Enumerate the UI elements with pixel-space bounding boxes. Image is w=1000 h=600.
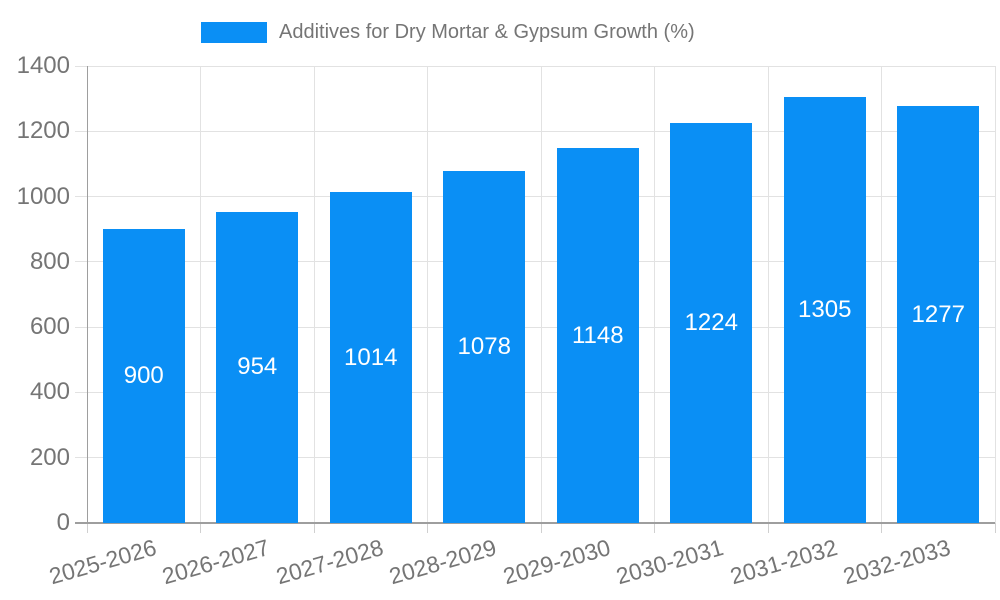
y-gridline xyxy=(75,457,995,459)
x-gridline xyxy=(313,66,315,523)
x-axis-tick xyxy=(313,523,315,533)
y-gridline xyxy=(75,130,995,132)
legend-series-label: Additives for Dry Mortar & Gypsum Growth… xyxy=(279,21,695,43)
y-gridline xyxy=(75,196,995,198)
bar[interactable] xyxy=(783,97,866,523)
x-axis-line xyxy=(75,522,995,524)
y-gridline xyxy=(75,326,995,328)
bar[interactable] xyxy=(556,148,639,523)
x-axis-tick xyxy=(654,523,655,533)
y-axis-tick-label: 1400 xyxy=(16,52,70,79)
x-axis-tick xyxy=(200,523,201,533)
x-gridline xyxy=(994,66,996,523)
bar[interactable] xyxy=(216,211,299,523)
x-gridline xyxy=(427,66,428,523)
bar-value-label: 1148 xyxy=(571,321,624,349)
x-axis-tick xyxy=(540,523,542,533)
y-gridline xyxy=(75,391,995,393)
bar[interactable] xyxy=(670,123,753,523)
bar-value-label: 1078 xyxy=(457,333,511,361)
bar-value-label: 1014 xyxy=(344,343,398,371)
chart-legend[interactable]: Additives for Dry Mortar & Gypsum Growth… xyxy=(201,22,695,43)
bar-value-label: 1277 xyxy=(911,300,965,328)
y-axis-tick-label: 200 xyxy=(29,443,70,471)
y-axis-line xyxy=(86,66,88,523)
x-axis-tick xyxy=(994,523,996,533)
bar[interactable] xyxy=(897,106,980,523)
x-gridline xyxy=(654,66,655,523)
y-gridline xyxy=(75,261,995,263)
legend-swatch xyxy=(201,22,267,43)
bar[interactable] xyxy=(443,171,526,523)
x-axis-tick xyxy=(881,523,882,533)
bar[interactable] xyxy=(329,192,412,523)
bar-value-label: 1305 xyxy=(798,296,852,323)
x-axis-tick xyxy=(86,523,88,533)
y-axis-tick-label: 400 xyxy=(29,378,70,406)
x-gridline xyxy=(767,66,769,523)
bar-value-label: 1224 xyxy=(684,309,738,337)
y-axis-tick-label: 600 xyxy=(29,313,70,341)
x-axis-tick xyxy=(427,523,428,533)
x-axis-tick xyxy=(767,523,769,533)
y-axis-tick-label: 1200 xyxy=(16,117,70,145)
y-axis-tick-label: 1000 xyxy=(16,182,70,210)
bar-value-label: 900 xyxy=(123,362,164,390)
y-gridline xyxy=(75,65,995,67)
bar[interactable] xyxy=(102,229,185,523)
x-gridline xyxy=(540,66,542,523)
y-axis-tick-label: 800 xyxy=(29,247,70,275)
y-axis-tick-label: 0 xyxy=(56,509,70,536)
x-gridline xyxy=(881,66,882,523)
bar-value-label: 954 xyxy=(237,353,278,381)
x-gridline xyxy=(200,66,201,523)
